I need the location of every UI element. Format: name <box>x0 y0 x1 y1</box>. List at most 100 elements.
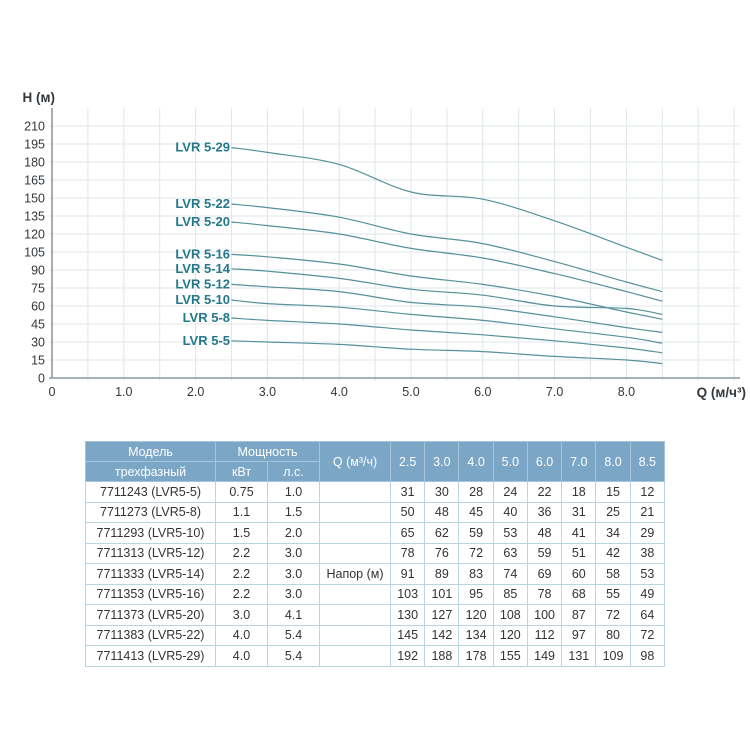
head-value-cell: 76 <box>424 542 460 564</box>
head-value-cell: 55 <box>595 583 631 605</box>
table-header-row-1: Модель Мощность Q (м³/ч) 2.5 3.0 4.0 5.0 6.0… <box>85 441 666 482</box>
head-value-cell: 63 <box>492 542 528 564</box>
head-value-cell: 59 <box>526 542 563 564</box>
head-value-cell: 59 <box>458 522 494 544</box>
y-tick-label-120: 120 <box>24 228 45 242</box>
head-value-cell: 12 <box>629 481 666 503</box>
head-value-cell: 85 <box>492 583 528 605</box>
col-header-model-phase: трехфазный <box>85 461 216 482</box>
col-header-q-2.5: 2.5 <box>390 441 426 482</box>
y-tick-label-30: 30 <box>31 336 45 350</box>
head-value-cell: 36 <box>526 501 563 523</box>
head-value-cell: 178 <box>458 645 494 667</box>
head-value-cell: 127 <box>424 604 460 626</box>
table-row: 7711353 (LVR5-16) 2.2 3.0 103 101 95 85 78 68 55 4… <box>85 583 666 605</box>
head-value-cell: 87 <box>561 604 597 626</box>
table-header-row-2: трехфазный кВт л.с. <box>85 461 665 482</box>
power-kw-cell: 2.2 <box>215 583 268 605</box>
curve-lvr-5-10 <box>231 299 663 344</box>
power-hp-cell: 3.0 <box>266 563 321 585</box>
head-value-cell: 60 <box>561 563 597 585</box>
curve-lvr-5-14 <box>231 268 663 315</box>
col-header-model: Модель <box>85 441 216 462</box>
head-value-cell: 142 <box>424 624 460 646</box>
head-value-cell: 78 <box>526 583 563 605</box>
head-value-cell: 95 <box>458 583 494 605</box>
x-tick-label-3.0: 3.0 <box>259 385 276 399</box>
head-value-cell: 18 <box>561 481 597 503</box>
head-value-cell: 29 <box>629 522 666 544</box>
x-tick-label-4.0: 4.0 <box>331 385 348 399</box>
col-header-flow-unit: Q (м³/ч) <box>319 441 392 482</box>
power-kw-cell: 3.0 <box>215 604 268 626</box>
power-hp-cell: 3.0 <box>266 542 321 564</box>
curve-lvr-5-8 <box>231 317 663 354</box>
head-value-cell: 28 <box>458 481 494 503</box>
head-value-cell: 134 <box>458 624 494 646</box>
curve-label-lvr-5-8: LVR 5-8 <box>183 310 230 325</box>
curve-label-lvr-5-29: LVR 5-29 <box>175 140 230 155</box>
head-value-cell: 42 <box>595 542 631 564</box>
model-cell: 7711273 (LVR5-8) <box>85 501 216 523</box>
y-tick-label-105: 105 <box>24 246 45 260</box>
head-value-cell: 91 <box>390 563 426 585</box>
model-cell: 7711293 (LVR5-10) <box>85 522 216 544</box>
head-value-cell: 131 <box>561 645 597 667</box>
head-value-cell: 109 <box>595 645 631 667</box>
curve-label-lvr-5-20: LVR 5-20 <box>175 214 230 229</box>
head-value-cell: 38 <box>629 542 666 564</box>
power-kw-cell: 1.5 <box>215 522 268 544</box>
pump-spec-table: Модель Мощность Q (м³/ч) 2.5 3.0 4.0 5.0 6.0… <box>85 441 666 667</box>
head-value-cell: 78 <box>390 542 426 564</box>
head-value-cell: 34 <box>595 522 631 544</box>
curve-lvr-5-12 <box>231 283 663 333</box>
y-tick-label-150: 150 <box>24 192 45 206</box>
x-tick-label-7.0: 7.0 <box>546 385 563 399</box>
table-row: 7711273 (LVR5-8) 1.1 1.5 50 48 45 40 36 31 25 21 <box>85 501 666 523</box>
head-value-cell: 103 <box>390 583 426 605</box>
head-unit-cell <box>319 624 392 646</box>
x-tick-label-8.0: 8.0 <box>618 385 635 399</box>
head-value-cell: 69 <box>526 563 563 585</box>
model-cell: 7711243 (LVR5-5) <box>85 481 216 503</box>
power-kw-cell: 2.2 <box>215 563 268 585</box>
model-cell: 7711373 (LVR5-20) <box>85 604 216 626</box>
x-tick-label-2.0: 2.0 <box>187 385 204 399</box>
head-value-cell: 15 <box>595 481 631 503</box>
pump-curves-chart: 0 15 30 45 60 75 90 105 120 135 150 165 180 195 210 0 1.… <box>23 90 746 400</box>
head-value-cell: 30 <box>424 481 460 503</box>
head-value-cell: 188 <box>424 645 460 667</box>
head-value-cell: 74 <box>492 563 528 585</box>
y-tick-label-90: 90 <box>31 264 45 278</box>
curve-lvr-5-29 <box>231 147 663 261</box>
curve-lvr-5-22 <box>231 203 663 293</box>
table-row: 7711243 (LVR5-5) 0.75 1.0 31 30 28 24 22 18 15 12 <box>85 481 666 503</box>
power-hp-cell: 1.5 <box>266 501 321 523</box>
head-unit-cell <box>319 542 392 564</box>
y-tick-label-60: 60 <box>31 300 45 314</box>
head-value-cell: 58 <box>595 563 631 585</box>
curve-label-lvr-5-22: LVR 5-22 <box>175 196 230 211</box>
power-hp-cell: 1.0 <box>266 481 321 503</box>
table-row: 7711413 (LVR5-29) 4.0 5.4 192 188 178 155 149 13… <box>85 645 666 667</box>
head-value-cell: 120 <box>458 604 494 626</box>
curve-label-lvr-5-5: LVR 5-5 <box>183 333 230 348</box>
head-unit-cell: Напор (м) <box>319 563 392 585</box>
head-value-cell: 89 <box>424 563 460 585</box>
power-hp-cell: 5.4 <box>266 645 321 667</box>
col-header-q-7.0: 7.0 <box>561 441 597 482</box>
power-hp-cell: 2.0 <box>266 522 321 544</box>
col-header-hp: л.с. <box>266 461 321 482</box>
head-value-cell: 45 <box>458 501 494 523</box>
y-tick-label-15: 15 <box>31 354 45 368</box>
col-header-q-5.0: 5.0 <box>492 441 528 482</box>
head-value-cell: 72 <box>595 604 631 626</box>
head-value-cell: 49 <box>629 583 666 605</box>
head-value-cell: 108 <box>492 604 528 626</box>
model-cell: 7711413 (LVR5-29) <box>85 645 216 667</box>
curve-lvr-5-5 <box>231 340 663 365</box>
power-hp-cell: 3.0 <box>266 583 321 605</box>
model-cell: 7711353 (LVR5-16) <box>85 583 216 605</box>
col-header-q-4.0: 4.0 <box>458 441 494 482</box>
curve-label-lvr-5-16: LVR 5-16 <box>175 246 230 261</box>
